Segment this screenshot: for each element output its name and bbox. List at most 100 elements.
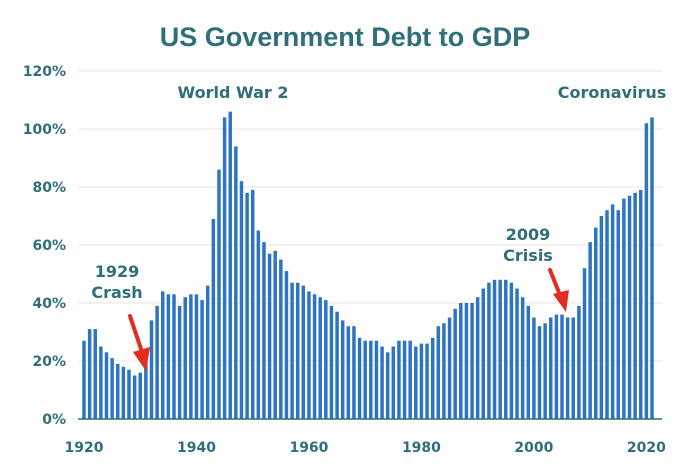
bar-2021	[650, 117, 654, 420]
bar-1962	[318, 297, 322, 419]
bar-1938	[183, 297, 187, 419]
bar-1999	[526, 305, 531, 419]
bar-2005	[560, 314, 564, 419]
annotation-2009-year: 2009	[506, 225, 551, 244]
bar-1982	[430, 337, 435, 419]
arrow-1929-crash	[128, 314, 150, 371]
bar-1944	[217, 169, 221, 419]
bar-2004	[554, 314, 559, 419]
chart-title: US Government Debt to GDP	[160, 22, 531, 52]
bar-1967	[346, 326, 351, 419]
bar-2018	[633, 192, 637, 419]
bar-1973	[380, 346, 384, 419]
y-tick-label: 60%	[32, 238, 66, 254]
x-tick-label: 1920	[65, 440, 104, 456]
bar-1986	[453, 308, 457, 419]
bar-1932	[149, 320, 154, 419]
y-tick-label: 80%	[32, 180, 66, 196]
bar-1940	[194, 294, 199, 419]
bar-1972	[374, 340, 379, 419]
arrow-2009-crisis	[548, 268, 569, 312]
bar-1948	[239, 181, 244, 419]
bar-1953	[267, 253, 272, 419]
bar-1998	[520, 297, 525, 419]
bar-2000	[532, 317, 536, 419]
arrow-1929-head	[133, 347, 150, 371]
annotation-coronavirus: Coronavirus	[558, 83, 667, 102]
y-tick-label: 20%	[32, 354, 66, 370]
bar-1984	[442, 323, 446, 419]
bar-1975	[391, 346, 396, 419]
bar-2006	[565, 317, 570, 419]
bar-1954	[273, 250, 277, 419]
arrow-1929-shaft	[128, 314, 144, 354]
bar-1926	[116, 363, 120, 419]
annotation-1929-year: 1929	[95, 262, 140, 281]
arrow-2009-shaft	[548, 268, 562, 297]
arrow-2009-head	[553, 290, 569, 312]
bar-1966	[340, 320, 345, 419]
x-axis-ticks: 1920 1940 1960 1980 2000 2020	[65, 440, 667, 456]
bar-2020	[644, 123, 649, 419]
bars	[82, 111, 654, 420]
bar-2002	[543, 323, 547, 419]
bar-1995	[504, 279, 508, 419]
bar-1960	[307, 291, 311, 419]
x-tick-label: 2000	[514, 440, 553, 456]
bar-1949	[245, 192, 249, 419]
bar-1996	[509, 282, 514, 419]
bar-1939	[189, 294, 193, 419]
bar-2007	[571, 317, 576, 419]
bar-2009	[582, 268, 587, 419]
bar-2001	[537, 326, 542, 419]
bar-1971	[369, 340, 373, 419]
bar-1963	[324, 300, 328, 419]
bar-1958	[295, 282, 300, 419]
bar-2003	[549, 317, 553, 419]
bar-1956	[284, 271, 289, 419]
bar-2012	[599, 216, 604, 419]
bar-1990	[475, 297, 480, 419]
bar-1945	[222, 117, 227, 420]
bar-1923	[99, 346, 103, 419]
x-tick-label: 1940	[177, 440, 216, 456]
bar-1979	[414, 346, 418, 419]
bar-1992	[487, 282, 491, 419]
bar-1924	[104, 352, 109, 419]
bar-1952	[262, 242, 266, 419]
bar-1970	[363, 340, 367, 419]
x-tick-label: 1960	[289, 440, 328, 456]
bar-1933	[155, 305, 159, 419]
bar-2011	[594, 227, 598, 419]
bar-1993	[492, 279, 497, 419]
y-tick-label: 40%	[32, 296, 66, 312]
bar-2019	[639, 189, 643, 419]
bar-1977	[402, 340, 407, 419]
x-tick-label: 2020	[627, 440, 666, 456]
bar-1931	[144, 355, 148, 419]
bar-1961	[312, 294, 317, 419]
bar-1935	[166, 294, 171, 419]
bar-2014	[610, 204, 615, 419]
bar-1997	[515, 288, 519, 419]
bar-2008	[577, 305, 581, 419]
bar-1989	[470, 303, 474, 419]
bar-1941	[200, 300, 204, 419]
bar-1951	[256, 230, 261, 419]
y-tick-label: 100%	[23, 122, 66, 138]
bar-1921	[87, 329, 92, 419]
bar-1925	[110, 358, 114, 419]
bar-1994	[498, 279, 502, 419]
annotation-world-war-2: World War 2	[178, 83, 289, 102]
bar-2010	[588, 242, 592, 419]
bar-1943	[211, 218, 216, 419]
y-tick-label: 0%	[42, 412, 66, 428]
bar-1936	[172, 294, 176, 419]
bar-1991	[481, 288, 486, 419]
bar-1922	[93, 329, 97, 419]
bar-1983	[436, 326, 441, 419]
annotation-2009-label: Crisis	[503, 246, 553, 265]
bar-1988	[464, 303, 469, 419]
bar-1955	[279, 259, 283, 419]
